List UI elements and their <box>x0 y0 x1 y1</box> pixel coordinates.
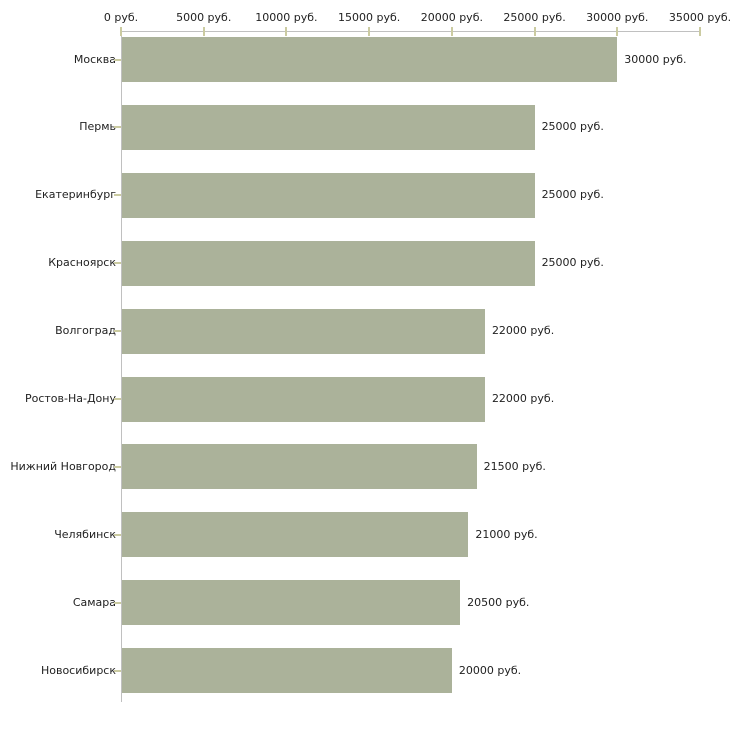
value-label: 25000 руб. <box>541 256 604 270</box>
x-axis-tick-label: 15000 руб. <box>338 11 401 24</box>
value-label: 25000 руб. <box>541 120 604 134</box>
x-axis-tick <box>285 27 288 36</box>
value-label: 20500 руб. <box>467 595 530 609</box>
bar <box>122 240 535 286</box>
x-axis-tick-label: 20000 руб. <box>420 11 483 24</box>
bar <box>122 376 485 422</box>
x-axis-tick-label: 25000 руб. <box>503 11 566 24</box>
x-axis-line <box>121 31 701 32</box>
x-axis-tick <box>368 27 371 36</box>
bar <box>122 37 618 82</box>
x-axis-tick-label: 35000 руб. <box>668 11 730 24</box>
value-label: 22000 руб. <box>491 324 555 338</box>
category-tick <box>114 194 121 197</box>
category-tick <box>114 465 121 468</box>
value-label: 22000 руб. <box>491 392 555 405</box>
bar <box>122 104 535 150</box>
bar <box>122 444 477 490</box>
category-label: Челябинск <box>54 527 116 541</box>
x-axis-tick <box>616 27 619 36</box>
category-label: Пермь <box>79 120 116 134</box>
category-tick <box>114 669 121 672</box>
x-axis-tick <box>450 27 453 36</box>
category-tick <box>114 58 121 61</box>
category-label: Самара <box>72 595 116 609</box>
x-axis-tick <box>533 27 536 36</box>
category-tick <box>114 330 121 333</box>
category-tick <box>114 126 121 129</box>
value-label: 20000 руб. <box>458 663 522 677</box>
category-tick <box>114 262 121 265</box>
bar <box>122 512 469 558</box>
category-label: Ростов-На-Дону <box>24 392 116 405</box>
category-label: Красноярск <box>48 256 116 270</box>
bar <box>122 580 461 626</box>
value-label: 21000 руб. <box>475 527 538 541</box>
x-axis-tick <box>202 27 205 36</box>
value-label: 21500 руб. <box>483 459 546 473</box>
category-label: Нижний Новгород <box>10 459 116 473</box>
y-axis-line <box>121 31 122 702</box>
category-label: Москва <box>73 52 116 66</box>
x-axis-tick <box>699 27 701 36</box>
bar <box>122 648 452 694</box>
value-label: 30000 руб. <box>624 52 687 66</box>
bar <box>122 308 485 354</box>
value-label: 25000 руб. <box>541 188 604 202</box>
x-axis-tick-label: 5000 руб. <box>176 11 232 24</box>
category-label: Новосибирск <box>40 663 116 677</box>
x-axis-tick <box>120 27 122 36</box>
x-axis-tick-label: 30000 руб. <box>586 11 649 24</box>
category-tick <box>114 533 121 536</box>
category-label: Екатеринбург <box>35 188 116 202</box>
bar <box>122 172 535 218</box>
category-tick <box>114 398 121 400</box>
x-axis-tick-label: 0 руб. <box>103 11 139 24</box>
category-tick <box>114 601 121 604</box>
x-axis-tick-label: 10000 руб. <box>255 11 318 24</box>
category-label: Волгоград <box>55 324 116 338</box>
